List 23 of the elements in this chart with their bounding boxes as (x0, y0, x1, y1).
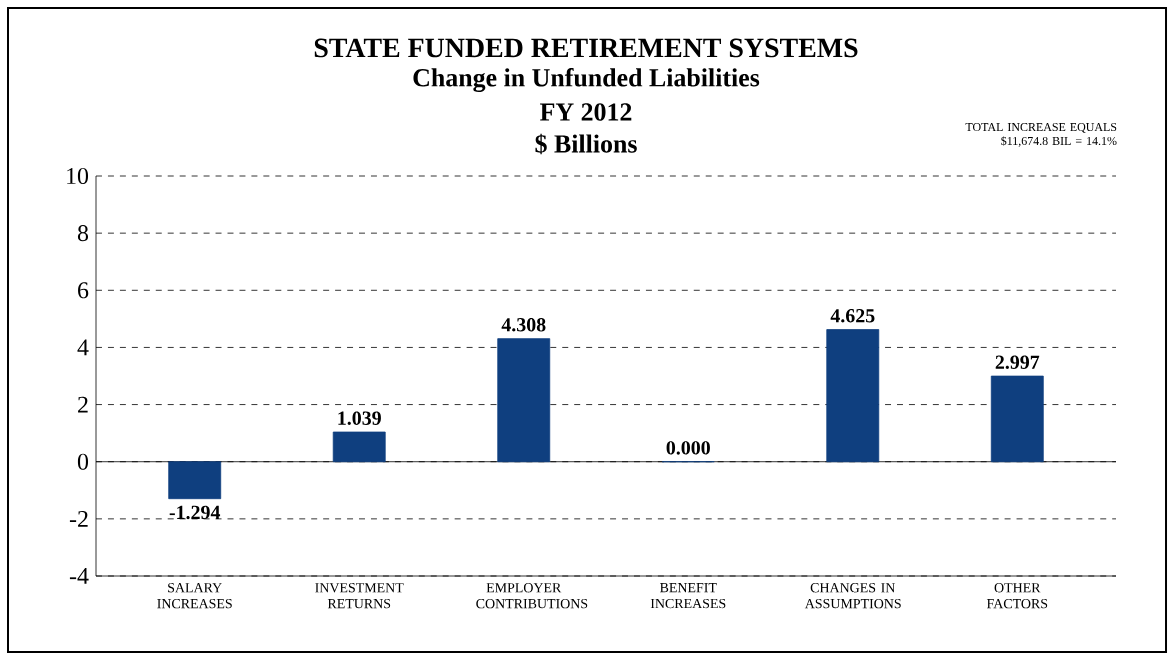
chart-subtitle: Change in Unfunded Liabilities (413, 68, 760, 92)
bar (826, 329, 880, 463)
y-tick-label: 2 (78, 396, 88, 413)
text: FY 2012 (540, 103, 632, 121)
data-label: 2.997 (995, 355, 1040, 370)
bar (168, 461, 222, 500)
bar (497, 338, 551, 463)
y-tick-label: 8 (77, 225, 89, 242)
y-tick-label: 6 (78, 282, 89, 299)
data-label: -1.294 (169, 505, 221, 520)
y-tick-label: -2 (69, 510, 88, 527)
data-label: 4.625 (830, 309, 875, 323)
y-tick-label: 10 (67, 167, 89, 185)
y-tick-label: -4 (69, 568, 89, 584)
data-label: 0.000 (666, 441, 710, 455)
y-tick-label: 0 (77, 453, 89, 470)
y-tick-label: 4 (77, 339, 89, 356)
chart-title: STATE FUNDED RETIREMENT SYSTEMS (314, 38, 858, 58)
bar (990, 375, 1044, 463)
data-label: 4.308 (501, 318, 546, 332)
y-axis-title: $ Billions (535, 133, 637, 155)
data-label: 1.039 (338, 411, 381, 425)
bar (332, 431, 386, 463)
